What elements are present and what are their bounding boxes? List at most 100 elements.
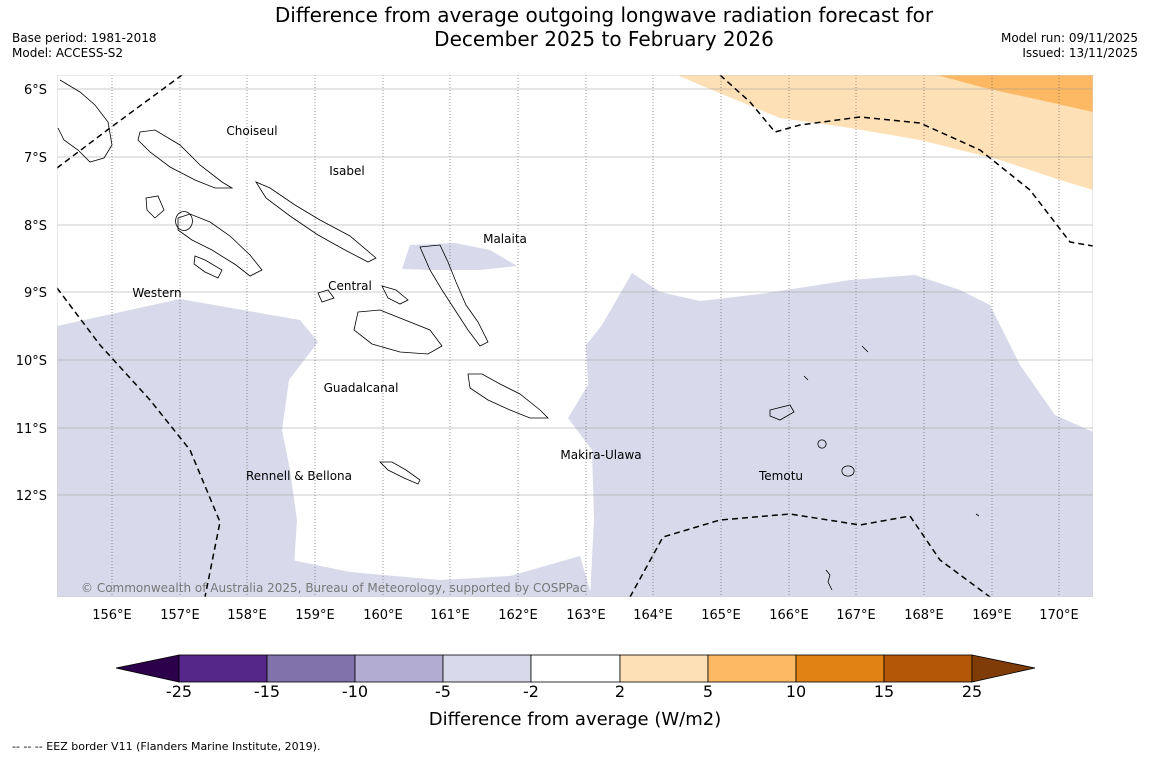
map-title: Difference from average outgoing longwav… <box>200 3 1008 51</box>
colorbar-tick: -25 <box>165 682 193 701</box>
islands <box>57 79 980 591</box>
anomaly-region-malaita <box>402 243 517 270</box>
lon-label: 167°E <box>836 608 876 623</box>
island-isabel <box>254 181 377 263</box>
lat-label: 7°S <box>24 151 47 166</box>
lon-label: 170°E <box>1039 608 1079 623</box>
lat-label: 6°S <box>24 83 47 98</box>
region-label-guadalcanal: Guadalcanal <box>324 381 399 395</box>
lat-label: 12°S <box>16 489 47 504</box>
lat-label: 8°S <box>24 219 47 234</box>
issued-date: Issued: 13/11/2025 <box>1022 46 1138 60</box>
island-tikopia <box>825 569 833 591</box>
lon-label: 162°E <box>498 608 538 623</box>
region-label-temotu: Temotu <box>758 469 803 483</box>
base-period: Base period: 1981-2018 <box>12 31 157 45</box>
lon-label: 160°E <box>363 608 403 623</box>
region-labels: Choiseul Isabel Malaita Western Central … <box>132 124 803 483</box>
lon-label: 169°E <box>972 608 1012 623</box>
lon-label: 156°E <box>92 608 132 623</box>
colorbar-segment <box>883 654 973 683</box>
model-run: Model run: 09/11/2025 <box>1000 31 1138 45</box>
island-rendova <box>193 255 223 279</box>
island-guadalcanal <box>353 309 443 355</box>
island-vanikoro <box>841 465 855 477</box>
island-malaita <box>419 244 489 347</box>
region-label-central: Central <box>328 279 372 293</box>
colorbar-tick: -2 <box>523 682 539 701</box>
island-new-georgia <box>177 213 263 277</box>
colorbar-segment <box>354 654 444 683</box>
run-info: Model run: 09/11/2025 Issued: 13/11/2025 <box>1001 31 1138 61</box>
island-bougainville <box>57 79 113 163</box>
base-info: Base period: 1981-2018 Model: ACCESS-S2 <box>12 31 157 61</box>
eez-borders <box>57 75 1093 597</box>
region-label-choiseul: Choiseul <box>226 124 277 138</box>
eez-footnote: -- -- -- EEZ border V11 (Flanders Marine… <box>12 740 321 753</box>
island-santa-cruz <box>769 404 795 421</box>
colorbar-tick: -10 <box>341 682 369 701</box>
island-choiseul <box>137 129 234 189</box>
lat-label: 9°S <box>24 286 47 301</box>
lon-label: 157°E <box>160 608 200 623</box>
colorbar-tick: 10 <box>785 682 807 701</box>
lon-label: 165°E <box>701 608 741 623</box>
model-name: Model: ACCESS-S2 <box>12 46 124 60</box>
lat-label: 11°S <box>16 422 47 437</box>
colorbar-segment <box>530 654 621 683</box>
title-line-1: Difference from average outgoing longwav… <box>274 3 934 27</box>
island-florida <box>381 285 409 305</box>
island-kolombangara <box>175 211 193 231</box>
lon-label: 168°E <box>904 608 944 623</box>
lon-label: 158°E <box>227 608 267 623</box>
island-rennell <box>379 461 421 485</box>
lon-axis-labels: 156°E 157°E 158°E 159°E 160°E 161°E 162°… <box>92 608 1079 623</box>
island-russell <box>317 289 335 303</box>
lon-label: 163°E <box>566 608 606 623</box>
lat-label: 10°S <box>16 354 47 369</box>
region-label-makira: Makira-Ulawa <box>560 448 641 462</box>
colorbar-tick: 2 <box>614 682 626 701</box>
lat-gridlines <box>57 88 1093 496</box>
colorbar-tick: -15 <box>253 682 281 701</box>
copyright-notice: © Commonwealth of Australia 2025, Bureau… <box>81 581 586 595</box>
region-label-western: Western <box>132 286 181 300</box>
colorbar-segment <box>619 654 709 683</box>
anomaly-region-orange <box>937 75 1093 112</box>
lon-label: 164°E <box>633 608 673 623</box>
island-utupua <box>817 439 827 449</box>
colorbar-segment <box>178 654 268 683</box>
colorbar-tick-labels: -25 -15 -10 -5 -2 2 5 10 15 25 <box>0 682 1150 704</box>
colorbar-tick: -5 <box>435 682 451 701</box>
colorbar <box>115 654 1036 683</box>
lat-axis-labels: 6°S 7°S 8°S 9°S 10°S 11°S 12°S <box>16 83 47 504</box>
colorbar-tick: 5 <box>702 682 714 701</box>
colorbar-title: Difference from average (W/m2) <box>428 709 722 730</box>
island-makira <box>467 373 549 419</box>
lon-label: 166°E <box>769 608 809 623</box>
colorbar-segment <box>442 654 532 683</box>
lon-gridlines <box>111 75 1060 597</box>
colorbar-tick: 15 <box>873 682 895 701</box>
anomaly-region-east <box>568 273 1093 597</box>
map-frame <box>57 75 1093 597</box>
anomaly-region-west <box>57 299 318 597</box>
region-label-isabel: Isabel <box>329 164 364 178</box>
colorbar-max-extend <box>971 654 1036 683</box>
island-vella <box>145 195 165 219</box>
island-reef <box>803 375 809 381</box>
region-label-rennell: Rennell & Bellona <box>246 469 352 483</box>
lon-label: 159°E <box>295 608 335 623</box>
colorbar-segment <box>707 654 797 683</box>
island-duff <box>861 345 869 353</box>
colorbar-segment <box>795 654 885 683</box>
colorbar-tick: 25 <box>961 682 983 701</box>
anomaly-region-bottom <box>292 556 592 597</box>
title-line-2: December 2025 to February 2026 <box>434 27 774 51</box>
anomaly-region-light-orange <box>677 75 1093 190</box>
colorbar-min-extend <box>115 654 180 683</box>
region-label-malaita: Malaita <box>483 232 527 246</box>
colorbar-segment <box>266 654 356 683</box>
island-anuta <box>975 513 980 517</box>
